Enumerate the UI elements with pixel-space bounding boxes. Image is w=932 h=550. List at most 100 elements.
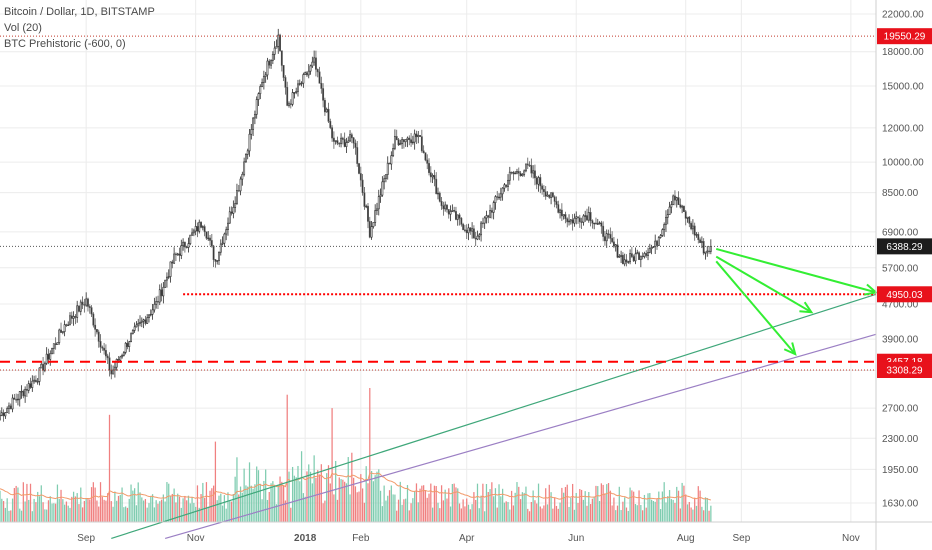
candle-body: [440, 201, 443, 207]
volume-bar: [177, 493, 179, 522]
volume-bar: [681, 482, 683, 522]
candle-body: [87, 298, 89, 307]
candle-body: [675, 197, 678, 201]
candle-body: [580, 221, 583, 223]
volume-bar: [10, 510, 12, 522]
volume-bar: [381, 506, 383, 522]
candle-body: [11, 397, 14, 410]
volume-bar: [379, 490, 382, 522]
candle-body: [9, 405, 12, 410]
volume-bar: [81, 507, 84, 522]
volume-bar: [288, 471, 290, 522]
volume-bar: [589, 504, 592, 522]
volume-bar: [53, 503, 55, 522]
volume-bar: [604, 493, 606, 522]
candle-body: [338, 142, 341, 145]
candle-body: [359, 173, 362, 181]
volume-bar: [510, 490, 513, 522]
candle-body: [499, 193, 502, 198]
volume-bar: [135, 505, 138, 522]
candle-body: [706, 250, 709, 253]
volume-bar: [376, 471, 378, 522]
volume-bar: [467, 504, 470, 522]
volume-bar: [654, 501, 656, 522]
green-trendline[interactable]: [111, 293, 877, 539]
volume-bar: [281, 481, 283, 522]
candle-body: [288, 103, 290, 106]
candle-body: [462, 224, 465, 231]
volume-bar: [187, 495, 190, 522]
legend-symbol-title[interactable]: Bitcoin / Dollar, 1D, BITSTAMP: [4, 6, 155, 18]
candle-body: [584, 215, 587, 217]
candle-body: [438, 192, 441, 202]
candle-body: [559, 209, 561, 213]
candle-body: [162, 286, 165, 297]
candle-body: [176, 253, 179, 256]
candle-body: [672, 195, 675, 205]
volume-bar: [83, 500, 85, 522]
candle-body: [70, 315, 73, 319]
candle-body: [510, 171, 513, 174]
volume-bar: [613, 497, 615, 522]
candle-body: [512, 171, 515, 175]
candle-body: [550, 192, 553, 198]
candle-body: [596, 223, 599, 225]
candle-body: [236, 190, 238, 204]
candle-body: [490, 210, 493, 213]
candle-body: [212, 245, 215, 260]
volume-bar: [512, 505, 515, 522]
purple-trendline[interactable]: [164, 333, 877, 539]
candle-body: [704, 251, 707, 254]
volume-bar: [160, 499, 163, 522]
candles-layer: [0, 28, 712, 422]
candle-body: [228, 211, 231, 224]
candle-body: [420, 136, 423, 152]
volume-bar: [358, 491, 360, 522]
volume-bar: [629, 487, 631, 522]
volume-bar: [501, 488, 504, 522]
y-tick-label: 22000.00: [882, 10, 924, 21]
candle-body: [313, 57, 316, 63]
candle-body: [630, 253, 633, 257]
forecast-arrow[interactable]: [715, 248, 877, 294]
candle-body: [61, 331, 64, 333]
candle-body: [602, 225, 605, 237]
candle-body: [489, 210, 491, 218]
volume-bar: [688, 501, 690, 522]
candle-body: [124, 342, 127, 353]
candle-body: [243, 161, 246, 175]
candle-body: [270, 60, 272, 66]
candle-body: [691, 225, 694, 230]
volume-bar: [430, 483, 432, 522]
candle-body: [17, 398, 19, 401]
forecast-arrowhead: [783, 342, 797, 356]
legend-volume[interactable]: Vol (20): [4, 22, 42, 34]
volume-bar: [146, 507, 148, 522]
candle-body: [131, 330, 134, 335]
candle-body: [33, 379, 36, 382]
candle-body: [257, 93, 260, 100]
volume-bar: [509, 509, 511, 522]
candle-body: [92, 313, 95, 326]
forecast-arrow[interactable]: [715, 255, 812, 314]
candle-body: [122, 352, 125, 356]
volume-bar: [484, 511, 486, 522]
volume-bar: [396, 510, 398, 522]
volume-bar: [595, 485, 597, 522]
volume-bar: [387, 495, 389, 522]
volume-bar: [401, 504, 403, 522]
volume-bar: [575, 492, 577, 522]
candle-body: [496, 196, 499, 198]
candle-body: [498, 196, 500, 199]
volume-bar: [166, 482, 168, 522]
volume-bar: [616, 505, 619, 522]
legend-indicator[interactable]: BTC Prehistoric (-600, 0): [4, 38, 126, 50]
volume-bar: [353, 477, 355, 522]
forecast-arrow[interactable]: [715, 260, 796, 355]
candle-body: [42, 363, 45, 371]
volume-bar: [300, 451, 303, 522]
candle-body: [97, 331, 100, 342]
candle-body: [135, 324, 138, 328]
